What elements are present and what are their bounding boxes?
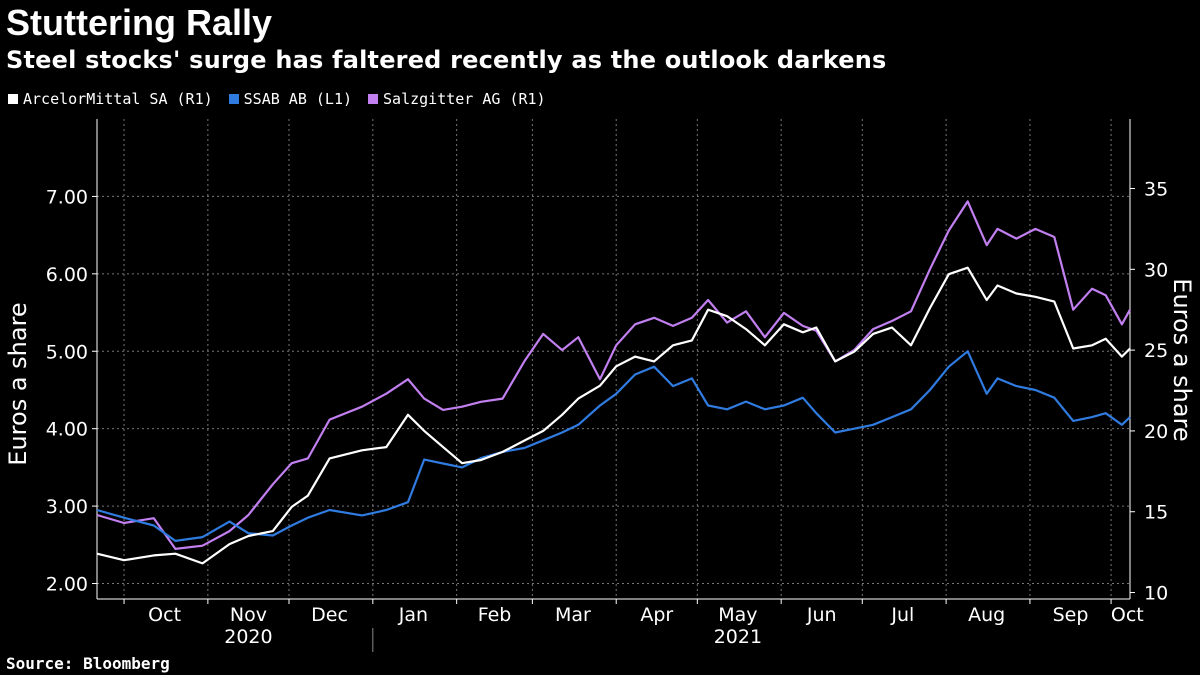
x-tick-label: Apr — [640, 604, 673, 626]
x-tick-label: Oct — [148, 604, 181, 626]
y-left-tick-label: 5.00 — [46, 341, 88, 363]
y-right-tick-label: 35 — [1144, 178, 1168, 200]
y-axis-right-label: Euros a share — [1168, 278, 1196, 441]
y-left-tick-label: 2.00 — [46, 574, 88, 596]
y-axis-left-label: Euros a share — [4, 302, 32, 465]
y-right-tick-label: 15 — [1144, 502, 1168, 524]
y-right-tick-label: 30 — [1144, 259, 1168, 281]
legend-swatch-ssab — [228, 94, 239, 104]
x-tick-label: Mar — [555, 604, 591, 626]
legend-label-arcelor: ArcelorMittal SA (R1) — [23, 90, 213, 108]
y-right-tick-label: 20 — [1144, 421, 1168, 443]
chart-title: Stuttering Rally — [6, 2, 273, 43]
legend-swatch-arcelor — [8, 94, 18, 104]
x-tick-label: Aug — [968, 604, 1005, 626]
legend-label-ssab: SSAB AB (L1) — [243, 90, 353, 108]
legend-item-arcelor: ArcelorMittal SA (R1) — [8, 90, 213, 108]
y-left-tick-label: 3.00 — [46, 496, 88, 518]
chart-subtitle: Steel stocks' surge has faltered recentl… — [6, 46, 887, 74]
y-right-tick-label: 10 — [1144, 583, 1168, 605]
x-tick-label: Jan — [398, 604, 428, 626]
gridlines — [97, 119, 1130, 599]
legend-label-salzgitter: Salzgitter AG (R1) — [383, 90, 546, 108]
axes: Oct Nov Dec Jan Feb Mar Apr May Jun Jul Aug Sep Oct 2… — [46, 119, 1168, 652]
legend-item-ssab: SSAB AB (L1) — [228, 90, 353, 108]
source-note: Source: Bloomberg — [6, 654, 170, 673]
legend-swatch-salzgitter — [368, 94, 379, 104]
x-tick-label: Jul — [890, 604, 914, 626]
legend: ArcelorMittal SA (R1) SSAB AB (L1) Salzg… — [8, 90, 546, 108]
x-tick-label: Jun — [806, 604, 837, 626]
x-tick-label: Oct — [1111, 604, 1144, 626]
y-left-tick-label: 6.00 — [46, 264, 88, 286]
legend-item-salzgitter: Salzgitter AG (R1) — [368, 90, 546, 108]
x-tick-label: May — [718, 604, 757, 626]
y-left-tick-label: 7.00 — [46, 186, 88, 208]
series-line-salzgitter — [96, 200, 1131, 551]
series-line-arcelormittal — [96, 266, 1131, 565]
x-tick-label: Sep — [1053, 604, 1089, 626]
series-lines — [96, 200, 1131, 565]
x-tick-label: Feb — [478, 604, 512, 626]
series-line-ssab — [96, 350, 1131, 543]
y-left-tick-label: 4.00 — [46, 419, 88, 441]
x-tick-label: Nov — [230, 604, 267, 626]
x-year-label: 2020 — [224, 626, 272, 648]
x-year-label: 2021 — [714, 626, 762, 648]
x-tick-label: Dec — [311, 604, 348, 626]
y-right-tick-label: 25 — [1144, 340, 1168, 362]
